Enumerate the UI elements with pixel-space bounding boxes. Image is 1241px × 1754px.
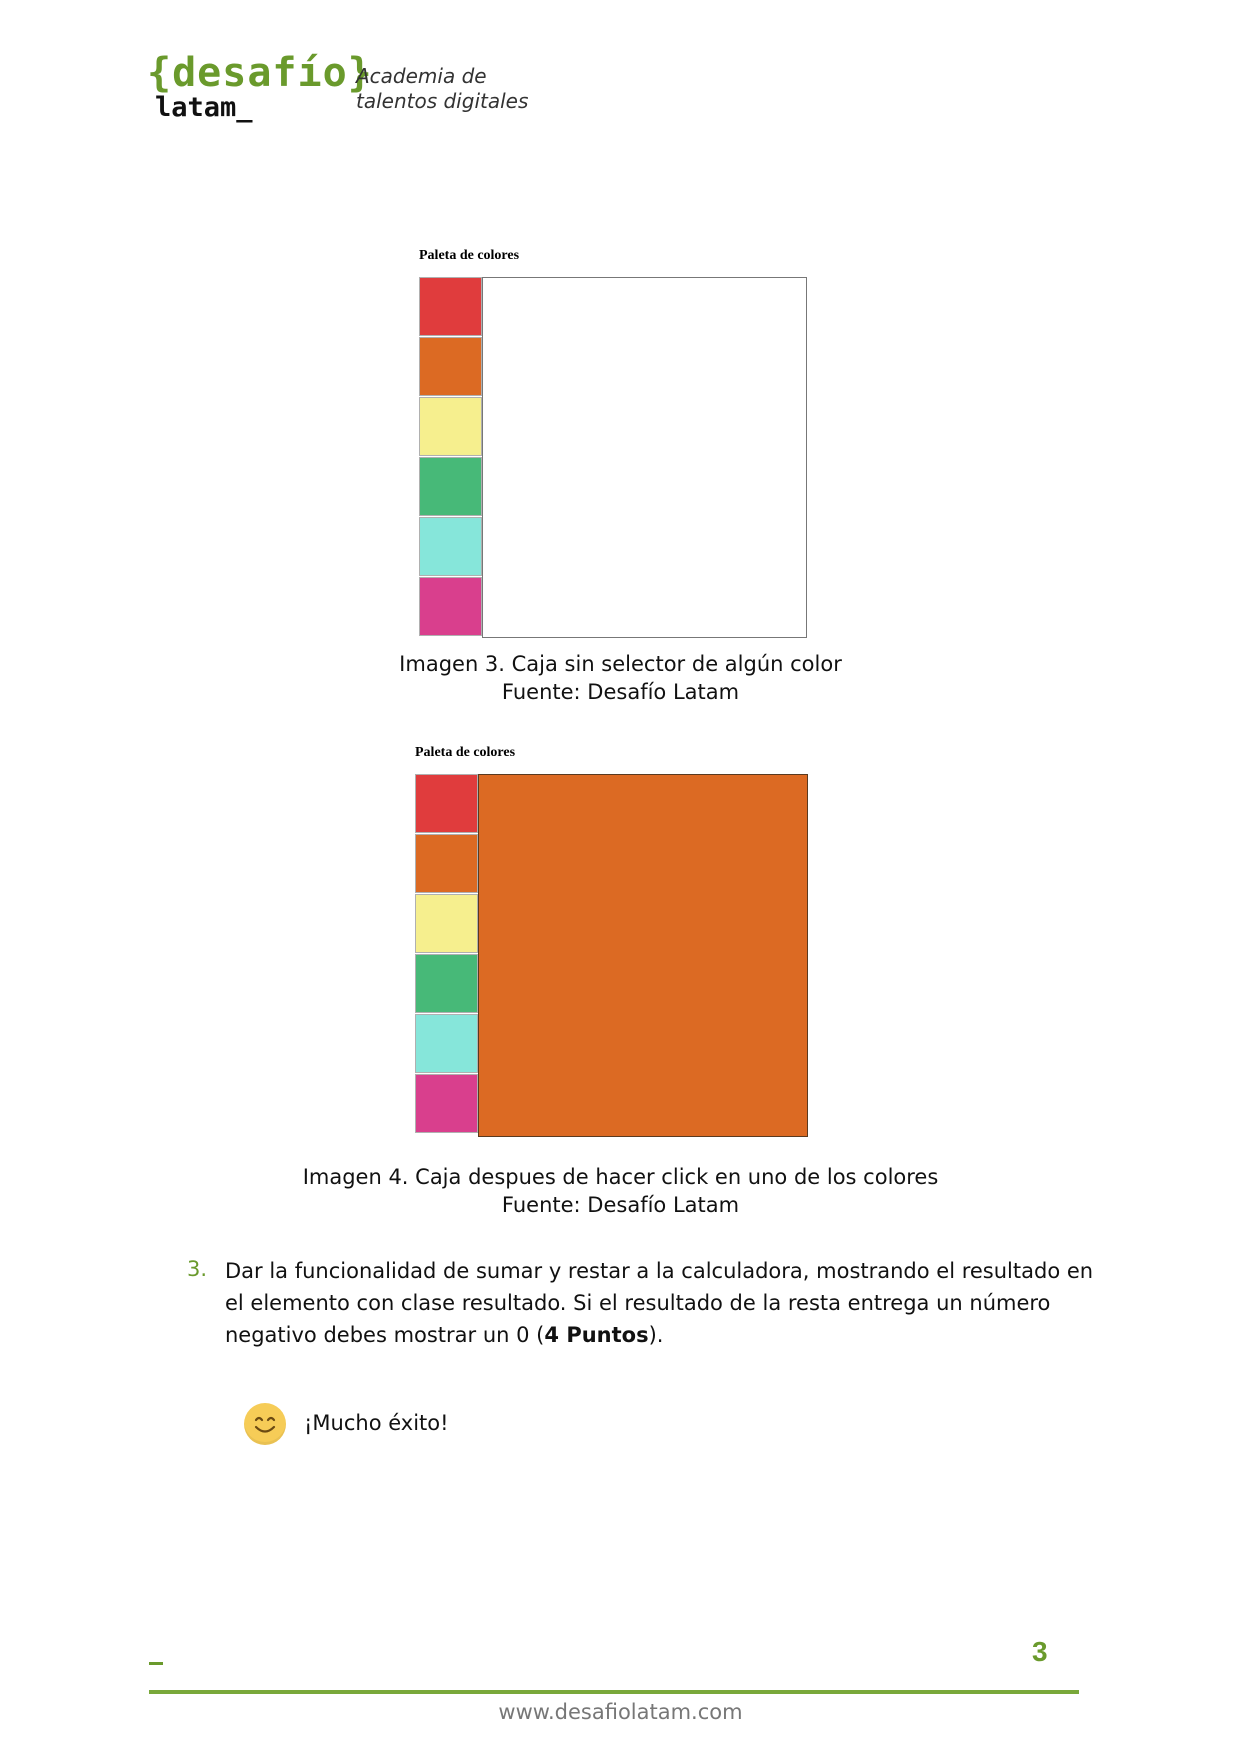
tagline-line-2: talentos digitales: [356, 89, 529, 113]
figure-3-title: Paleta de colores: [419, 248, 520, 263]
figure-4-title: Paleta de colores: [415, 745, 516, 760]
page-number: 3: [1032, 1636, 1048, 1667]
figure-4-color-swatch-3[interactable]: [415, 894, 478, 953]
footer-divider: [149, 1690, 1079, 1694]
figure-3-color-swatch-4[interactable]: [419, 457, 482, 516]
figure-4-color-swatch-2[interactable]: [415, 834, 478, 893]
figure-4-color-box: [478, 774, 808, 1137]
figure-3-color-box: [482, 277, 807, 638]
figure-3-color-swatch-3[interactable]: [419, 397, 482, 456]
figure-4-caption: Imagen 4. Caja despues de hacer click en…: [0, 1163, 1241, 1219]
smiley-icon: [244, 1403, 286, 1445]
logo-tagline: Academia de talentos digitales: [356, 64, 528, 114]
figure-4-color-swatch-1[interactable]: [415, 774, 478, 833]
figure-3-color-swatch-5[interactable]: [419, 517, 482, 576]
figure-3-color-swatch-2[interactable]: [419, 337, 482, 396]
logo-latam: latam_: [155, 92, 253, 123]
list-item-text-end: ).: [648, 1323, 664, 1347]
figure-3-caption: Imagen 3. Caja sin selector de algún col…: [0, 650, 1241, 706]
figure-4-color-swatch-6[interactable]: [415, 1074, 478, 1133]
figure-3-color-swatch-6[interactable]: [419, 577, 482, 636]
figure-4-caption-title: Imagen 4. Caja despues de hacer click en…: [302, 1165, 939, 1189]
footer-url: www.desafiolatam.com: [498, 1700, 743, 1724]
figure-3-color-swatch-1[interactable]: [419, 277, 482, 336]
list-item-text: Dar la funcionalidad de sumar y restar a…: [225, 1255, 1095, 1351]
figure-3-caption-source: Fuente: Desafío Latam: [501, 680, 740, 704]
success-message: ¡Mucho éxito!: [304, 1411, 449, 1435]
figure-4-caption-source: Fuente: Desafío Latam: [501, 1193, 740, 1217]
tagline-line-1: Academia de: [356, 64, 487, 88]
figure-4-color-swatch-5[interactable]: [415, 1014, 478, 1073]
figure-3-caption-title: Imagen 3. Caja sin selector de algún col…: [399, 652, 842, 676]
list-item-points: 4 Puntos: [544, 1323, 649, 1347]
footer-dash: [149, 1662, 163, 1665]
logo-desafio: {desafío}: [147, 50, 373, 96]
figure-4-color-swatch-4[interactable]: [415, 954, 478, 1013]
list-item-number: 3.: [187, 1257, 208, 1281]
list-item-text-main: Dar la funcionalidad de sumar y restar a…: [225, 1259, 1094, 1347]
